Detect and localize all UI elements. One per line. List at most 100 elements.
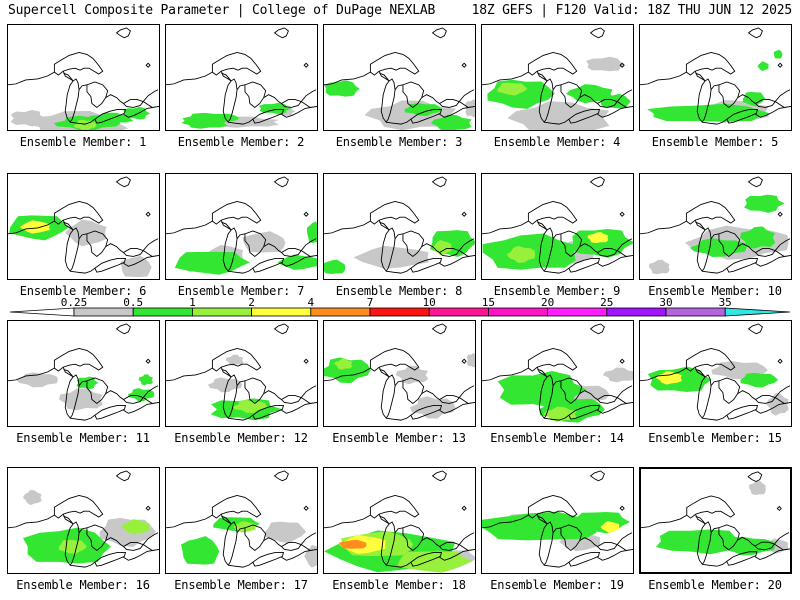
lake-outline-michigan — [64, 521, 80, 566]
lake-outline-erie — [726, 257, 759, 273]
ensemble-panel-19[interactable] — [481, 467, 634, 574]
ensemble-panel-9[interactable] — [481, 173, 634, 280]
legend-swatch-20 — [547, 307, 608, 317]
legend-swatch-0.5 — [132, 307, 193, 317]
scp-contour-0.25 — [264, 521, 307, 544]
legend-swatch-15 — [487, 307, 548, 317]
ensemble-panel-6[interactable] — [7, 173, 160, 280]
lake-outline-erie — [252, 404, 285, 420]
lake-outline-erie — [726, 551, 758, 566]
lake-outline-michigan — [697, 521, 712, 566]
scp-contour-0.5 — [174, 251, 250, 275]
coastline — [641, 514, 790, 567]
coastline — [482, 513, 633, 568]
scp-contour-0.25 — [10, 109, 47, 127]
map-view — [640, 176, 791, 275]
legend-swatch-25 — [606, 307, 667, 317]
map-view — [166, 323, 317, 421]
scp-contour-0.25 — [395, 365, 429, 385]
ensemble-panel-20[interactable] — [639, 467, 792, 574]
panel-label-9: Ensemble Member: 9 — [493, 284, 621, 298]
lake-outline-michigan — [64, 78, 80, 123]
ensemble-panel-1[interactable] — [7, 24, 160, 131]
coastline — [482, 219, 633, 274]
lake-outline-michigan — [696, 227, 712, 272]
panel-label-20: Ensemble Member: 20 — [648, 578, 782, 592]
ensemble-panel-5[interactable] — [639, 24, 792, 131]
ensemble-panel-16[interactable] — [7, 467, 160, 574]
ensemble-panel-8[interactable] — [323, 173, 476, 280]
color-scale-legend: 0.25 0.5 1 2 4 7 10 15 20 25 30 35 — [10, 298, 790, 317]
lake-outline-island — [461, 505, 467, 511]
panel-label-2: Ensemble Member: 2 — [177, 135, 305, 149]
lake-outline-huron — [560, 81, 583, 108]
ensemble-panel-11[interactable] — [7, 320, 160, 427]
lake-outline-island — [303, 62, 309, 68]
lake-outline-hudson — [747, 323, 763, 335]
lake-outline-island — [619, 62, 625, 68]
lake-outline-superior — [527, 52, 578, 76]
ensemble-panel-15[interactable] — [639, 320, 792, 427]
scp-contour-0.5 — [76, 376, 99, 390]
scp-contour-0.5 — [87, 112, 134, 124]
lake-outline-superior — [685, 348, 736, 372]
panel-label-10: Ensemble Member: 10 — [648, 284, 782, 298]
legend-level-label: 20 — [541, 298, 554, 309]
lake-outline-ontario — [122, 395, 144, 404]
legend-level-label: 10 — [423, 298, 436, 309]
ensemble-panel-10[interactable] — [639, 173, 792, 280]
coastline — [166, 366, 317, 421]
lake-outline-erie — [568, 108, 601, 124]
map-view — [482, 176, 633, 274]
lake-outline-erie — [568, 257, 601, 273]
lake-outline-island — [777, 358, 783, 364]
legend-level-label: 25 — [600, 298, 613, 309]
lake-outline-erie — [726, 108, 759, 124]
lake-outline-ontario — [438, 248, 460, 257]
map-view — [482, 470, 633, 568]
ensemble-panel-18[interactable] — [323, 467, 476, 574]
lake-outline-superior — [211, 52, 262, 76]
lake-outline-ontario — [280, 99, 302, 108]
ensemble-panel-12[interactable] — [165, 320, 318, 427]
map-view — [166, 470, 317, 568]
lake-outline-michigan — [696, 374, 712, 419]
lake-outline-michigan — [538, 521, 554, 566]
lake-outline-huron — [244, 377, 267, 404]
lake-outline-erie — [410, 108, 443, 124]
lake-outline-huron — [402, 230, 425, 257]
ensemble-panel-2[interactable] — [165, 24, 318, 131]
lake-outline-hudson — [115, 323, 131, 335]
lake-outline-michigan — [64, 374, 80, 419]
lake-outline-island — [145, 358, 151, 364]
ensemble-panel-13[interactable] — [323, 320, 476, 427]
panel-label-15: Ensemble Member: 15 — [648, 431, 782, 445]
map-view — [324, 176, 475, 274]
lake-outline-island — [461, 62, 467, 68]
lake-outline-huron — [718, 377, 741, 404]
scp-contour-0.5 — [744, 194, 785, 213]
lake-outline-erie — [568, 551, 601, 567]
ensemble-panel-4[interactable] — [481, 24, 634, 131]
lake-outline-erie — [94, 108, 127, 124]
ensemble-panel-3[interactable] — [323, 24, 476, 131]
scp-contour-0.25 — [65, 219, 107, 247]
scp-contour-1 — [506, 245, 536, 264]
lake-outline-ontario — [122, 99, 144, 108]
lake-outline-ontario — [438, 542, 460, 551]
lake-outline-island — [145, 211, 151, 217]
lake-outline-huron — [560, 230, 583, 257]
coastline — [482, 70, 633, 125]
coastline — [324, 513, 475, 568]
lake-outline-huron — [86, 81, 109, 108]
panel-label-5: Ensemble Member: 5 — [651, 135, 779, 149]
ensemble-panel-14[interactable] — [481, 320, 634, 427]
ensemble-panel-7[interactable] — [165, 173, 318, 280]
legend-swatch-4 — [310, 307, 371, 317]
lake-outline-erie — [410, 404, 443, 420]
ensemble-panel-17[interactable] — [165, 467, 318, 574]
lake-outline-michigan — [222, 78, 238, 123]
lake-outline-hudson — [589, 27, 605, 39]
map-view — [166, 176, 317, 275]
lake-outline-huron — [402, 524, 425, 551]
